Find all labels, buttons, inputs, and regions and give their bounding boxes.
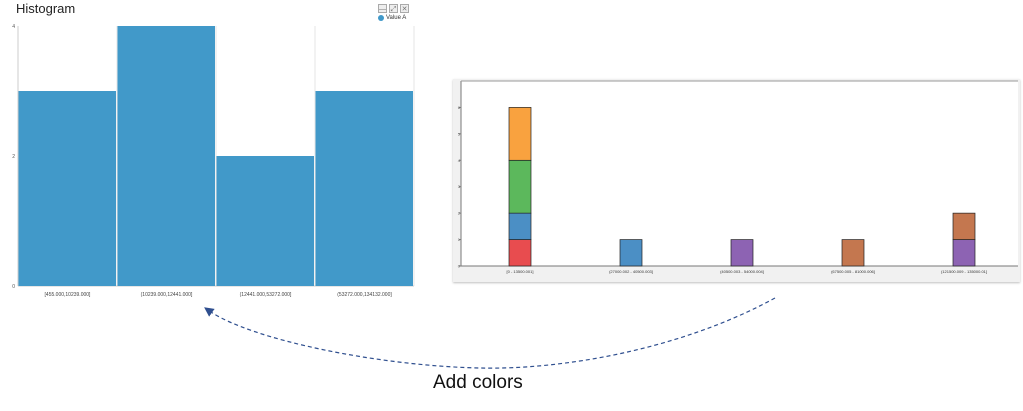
bar <box>117 26 215 286</box>
stacked-bar-segment <box>952 212 976 240</box>
x-tick-label: (12441.000,53272.000] <box>240 292 292 298</box>
plot-area <box>461 81 1018 266</box>
y-tick-label: 3 <box>458 184 461 189</box>
y-tick-label: 4 <box>12 24 15 30</box>
x-tick-label: (67500.005 - 81000.006] <box>831 269 875 274</box>
y-tick-label: 4 <box>458 158 461 163</box>
stacked-bar-segment <box>841 239 865 267</box>
stacked-histogram-chart: 0 1 2 3 4 5 6 [0 - 13500.001] (27000.002 - 40500… <box>458 80 1018 274</box>
stacked-histogram-panel: 0 1 2 3 4 5 6 [0 - 13500.001] (27000.002 - 40500… <box>453 79 1020 282</box>
x-tick-label: (10239.000,12441.000] <box>141 292 193 298</box>
x-tick-label: [0 - 13500.001] <box>507 269 534 274</box>
y-tick-label: 1 <box>458 237 461 242</box>
chart-title: Histogram <box>16 1 76 16</box>
bar <box>18 91 116 286</box>
y-tick-label: 0 <box>458 264 461 269</box>
x-tick-label: (53272.000,134132.000] <box>337 292 392 298</box>
y-tick-label: 5 <box>458 131 461 136</box>
histogram-chart: 0 2 4 [455.000,10239.000] (10239.000,12441.0… <box>12 24 415 298</box>
x-tick-label: (121500.009 - 135000.01] <box>941 269 987 274</box>
bar <box>315 91 413 286</box>
legend-swatch <box>378 15 384 21</box>
y-tick-label: 6 <box>458 105 461 110</box>
bar <box>216 156 314 286</box>
curved-arrow <box>204 297 776 369</box>
y-tick-label: 2 <box>458 211 461 216</box>
legend-label: Value A <box>386 15 407 21</box>
stacked-bar-segment <box>619 239 643 267</box>
expand-icon[interactable]: ⤢ <box>389 4 398 13</box>
x-tick-label: (40500.003 - 54000.004] <box>720 269 764 274</box>
caption: Add colors <box>433 372 523 393</box>
stacked-bar-segment <box>508 107 532 161</box>
y-tick-label: 0 <box>12 284 15 290</box>
legend: Value A <box>378 15 406 21</box>
x-tick-label: [455.000,10239.000] <box>45 292 91 298</box>
stacked-bar-segment <box>730 239 754 267</box>
close-icon[interactable]: ✕ <box>400 4 409 13</box>
y-tick-label: 2 <box>12 154 15 160</box>
minimize-icon[interactable]: — <box>378 4 387 13</box>
x-tick-label: (27000.002 - 40500.003] <box>609 269 653 274</box>
